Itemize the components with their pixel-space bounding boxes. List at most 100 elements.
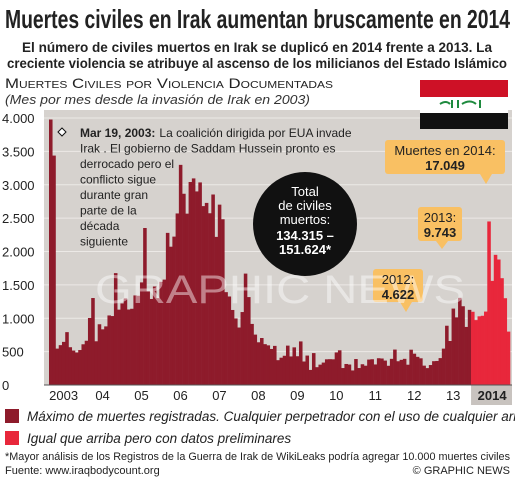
bar (422, 365, 426, 385)
bar (253, 334, 258, 385)
bar (182, 193, 186, 385)
annotation-text: derrocado pero el (80, 157, 174, 171)
bar (373, 364, 378, 385)
bar (285, 345, 290, 385)
callout-value: 9.743 (424, 225, 457, 240)
annotation-text: durante gran (80, 188, 148, 202)
total-value: 151.624* (279, 242, 332, 257)
footnote: *Mayor análisis de los Registros de la G… (5, 451, 510, 463)
callout-label: Muertes en 2014: (394, 143, 495, 158)
watermark: GRAPHIC NEWS (95, 268, 465, 312)
bar (91, 298, 95, 385)
bar (104, 326, 108, 385)
y-tick-label: 2.500 (2, 211, 35, 226)
bar (123, 298, 128, 385)
bar (117, 309, 121, 385)
bar (493, 254, 498, 385)
bar (464, 326, 469, 385)
bar (360, 364, 365, 385)
bar (178, 164, 183, 385)
bar (412, 353, 417, 385)
callout-value: 17.049 (425, 158, 465, 173)
subtitle: El número de civiles muertos en Irak se … (22, 39, 492, 55)
bar (273, 345, 277, 385)
x-tick-label: 04 (95, 388, 109, 403)
title: Muertes civiles en Irak aumentan bruscam… (5, 4, 510, 34)
bar (425, 368, 430, 385)
x-tick-label: 2003 (49, 388, 78, 403)
bar (81, 344, 86, 385)
bar (221, 219, 225, 385)
annotation-text: década (80, 219, 120, 233)
bar (162, 279, 167, 385)
bar (406, 364, 410, 385)
x-tick-label: 09 (290, 388, 304, 403)
annotation: Mar 19, 2003: La coalición dirigida por E… (80, 126, 352, 249)
bar (302, 361, 306, 385)
bar (175, 213, 180, 385)
bar (354, 359, 358, 385)
bar (428, 365, 433, 385)
bar (201, 206, 206, 385)
bar (126, 309, 131, 385)
bar (276, 360, 280, 385)
bar (308, 369, 313, 385)
bar (292, 347, 297, 385)
annotation-text: parte de la (80, 204, 137, 218)
bar (227, 296, 232, 385)
bar (130, 308, 134, 385)
bar (386, 365, 391, 385)
source: Fuente: www.iraqbodycount.org (5, 465, 160, 477)
y-tick-label: 1.500 (2, 278, 35, 293)
y-tick-label: 4.000 (2, 111, 35, 126)
legend-swatch (5, 431, 19, 445)
bar (380, 358, 384, 385)
bar (315, 367, 319, 385)
bar (480, 315, 485, 385)
bar (324, 359, 329, 385)
annotation-marker (57, 127, 67, 137)
bar (139, 282, 144, 385)
legend-label: Máximo de muertes registradas. Cualquier… (27, 409, 515, 424)
x-tick-label: 10 (329, 388, 343, 403)
bar (152, 286, 157, 385)
bar (383, 360, 387, 385)
bar (269, 348, 274, 385)
bar (169, 246, 173, 385)
bar (188, 182, 193, 385)
bar (367, 359, 371, 385)
bar (370, 359, 374, 385)
legend-label: Igual que arriba pero con datos prelimin… (27, 431, 291, 446)
bar (247, 297, 251, 385)
subtitle: creciente violencia se atribuye al ascen… (7, 55, 507, 71)
bar (344, 363, 348, 385)
bar (448, 341, 452, 385)
bar (474, 320, 478, 385)
bar (208, 213, 212, 385)
bar (458, 297, 462, 385)
bar (133, 295, 137, 385)
bar (477, 316, 482, 385)
callout-boxes (373, 140, 505, 312)
bar (318, 364, 323, 385)
bar (198, 182, 202, 385)
bar (500, 278, 504, 385)
bar (279, 357, 284, 385)
bar (136, 295, 141, 385)
bar (243, 273, 248, 385)
total-text: Total (291, 184, 319, 199)
bar (376, 358, 381, 385)
y-tick-label: 0 (2, 378, 9, 393)
bar (250, 323, 254, 385)
bar (55, 348, 60, 385)
bar (435, 360, 439, 385)
bar (490, 280, 495, 385)
annotation-text: siguiente (80, 235, 128, 249)
bar (143, 228, 147, 385)
annotation-label: Mar 19, 2003: (80, 126, 155, 140)
bar (159, 281, 163, 385)
bar (289, 356, 293, 385)
bar (487, 221, 491, 385)
total-value: 134.315 – (276, 228, 334, 243)
